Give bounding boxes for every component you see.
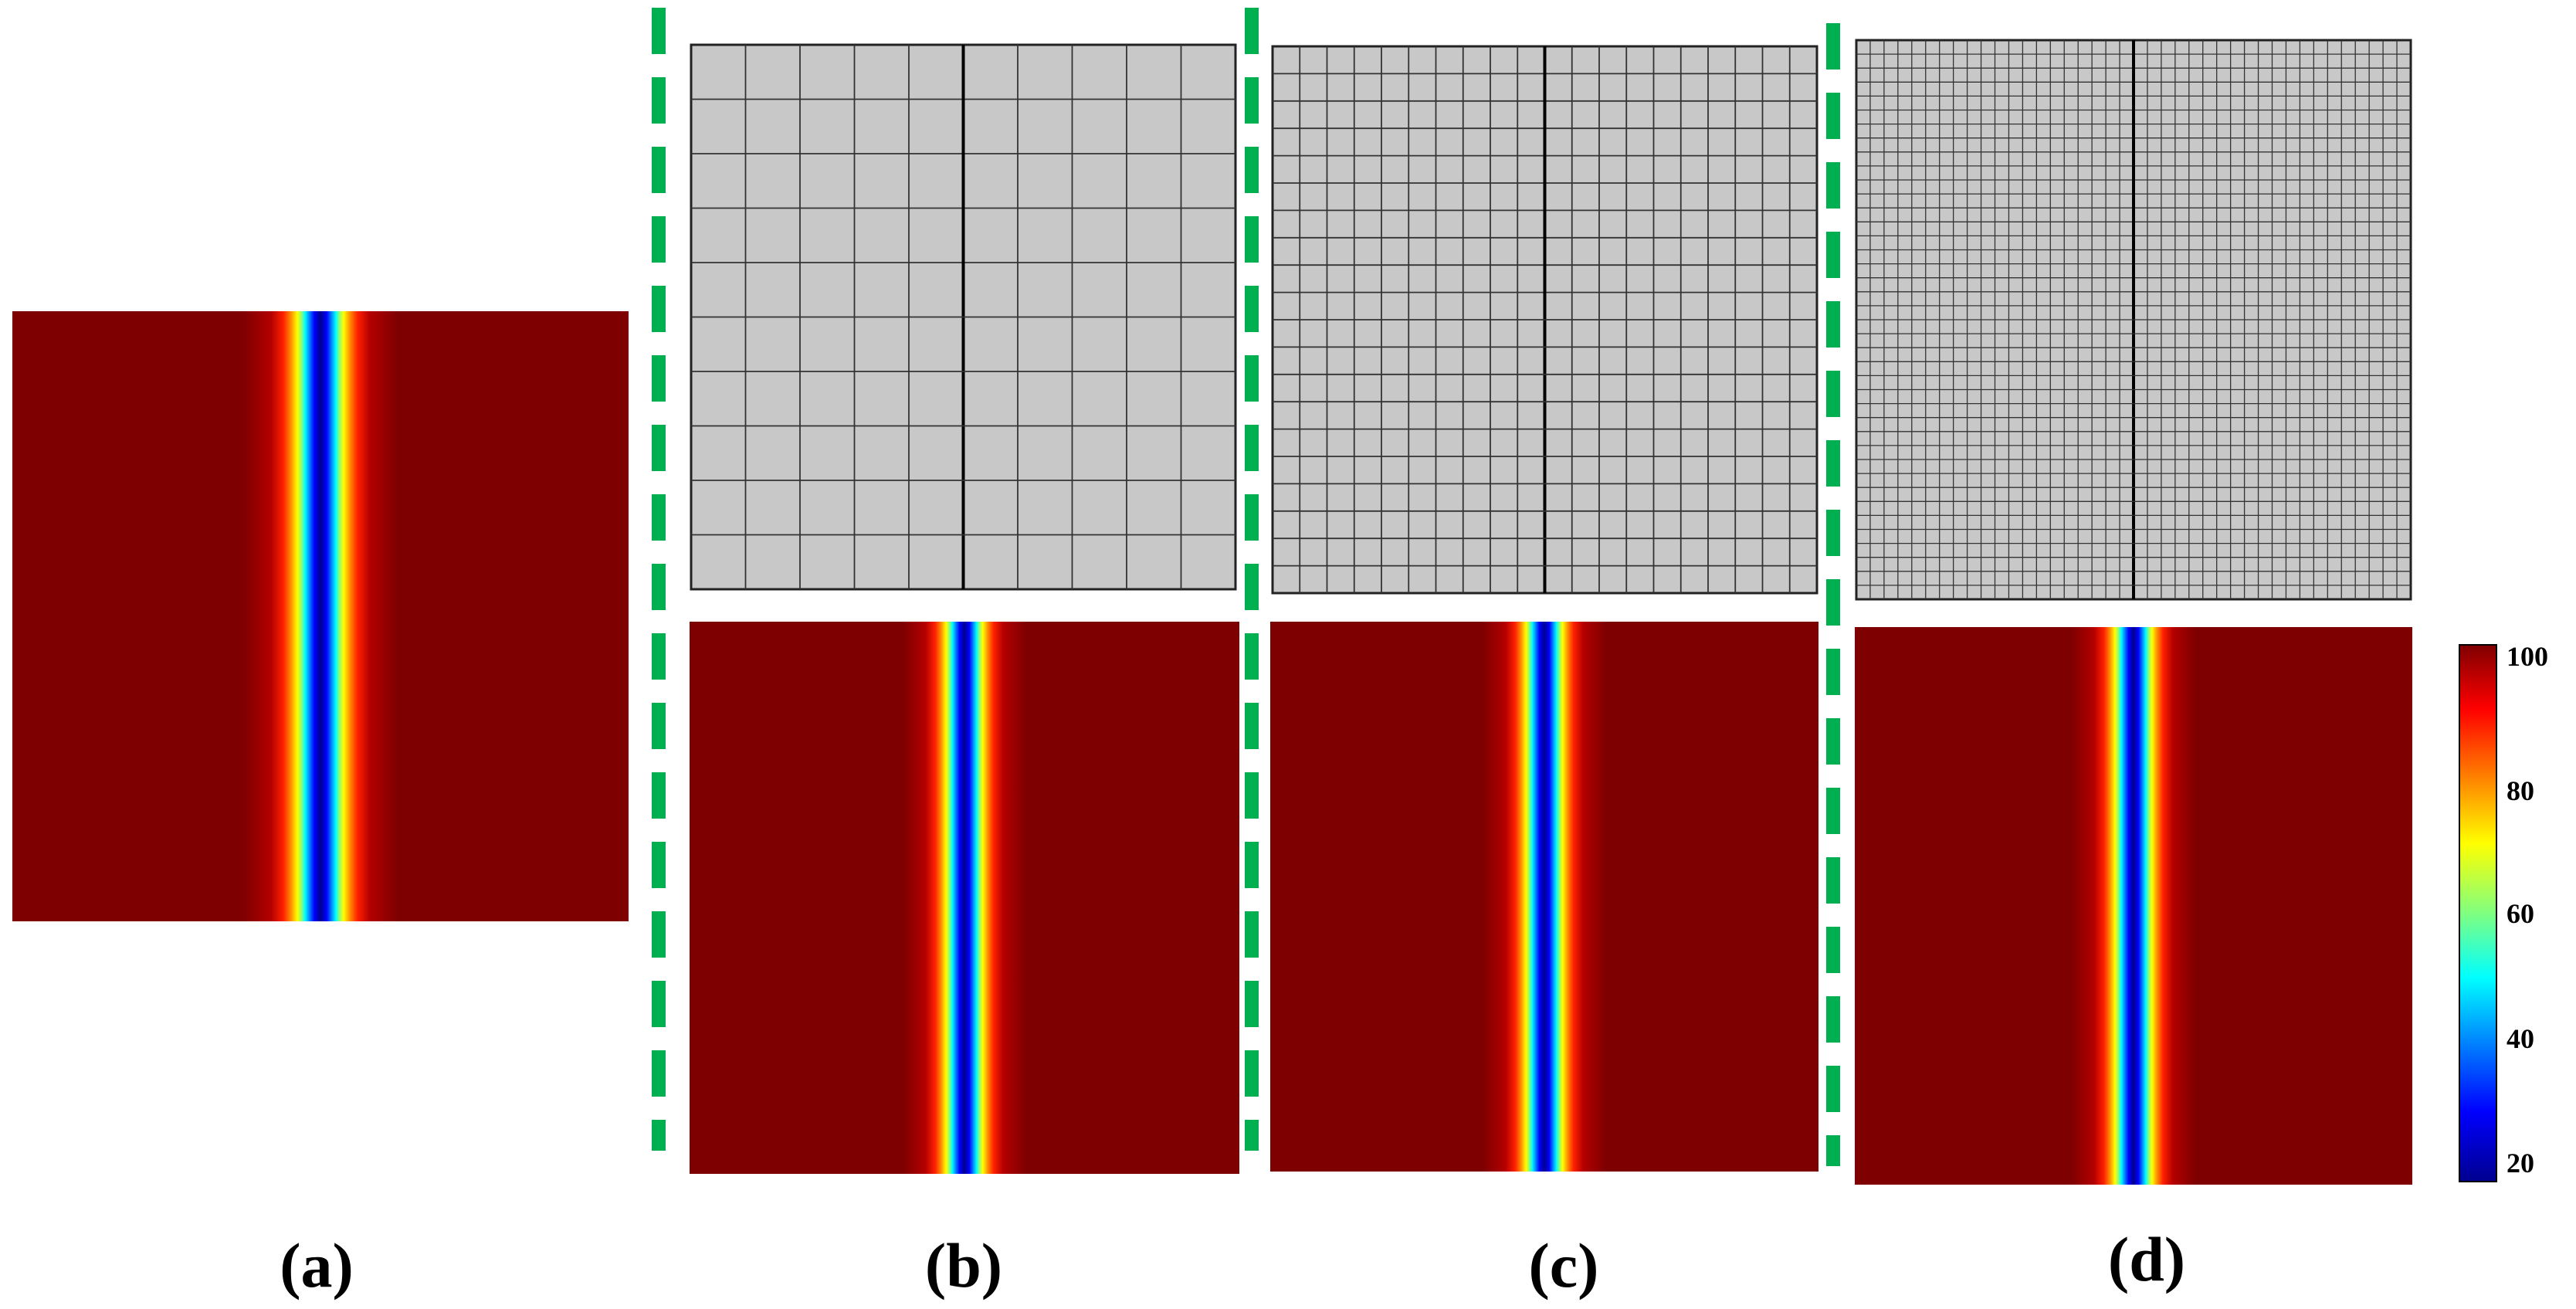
colorbar-tick-40: 40 bbox=[2507, 1023, 2534, 1054]
field-band bbox=[1483, 622, 1605, 1172]
panel-d-mesh bbox=[1855, 39, 2412, 601]
panel-d-field bbox=[1855, 627, 2412, 1185]
colorbar-tick-60: 60 bbox=[2507, 898, 2534, 929]
colorbar-tick-80: 80 bbox=[2507, 775, 2534, 806]
colorbar-gradient bbox=[2459, 644, 2497, 1182]
panel-a-field bbox=[12, 311, 629, 921]
field-band bbox=[903, 622, 1025, 1174]
field-band bbox=[2072, 627, 2195, 1185]
panel-label-c: (c) bbox=[1528, 1230, 1599, 1301]
panel-b-mesh bbox=[690, 43, 1237, 591]
panel-label-b: (b) bbox=[924, 1230, 1003, 1301]
panel-c-field bbox=[1270, 622, 1818, 1172]
panel-b-field bbox=[690, 622, 1239, 1174]
colorbar-tick-100: 100 bbox=[2507, 641, 2548, 672]
panel-label-d: (d) bbox=[2107, 1224, 2186, 1294]
field-band bbox=[243, 311, 398, 921]
panel-label-a: (a) bbox=[280, 1230, 354, 1301]
panel-c-mesh bbox=[1271, 45, 1818, 595]
colorbar bbox=[2459, 644, 2497, 1182]
colorbar-tick-20: 20 bbox=[2507, 1148, 2534, 1178]
